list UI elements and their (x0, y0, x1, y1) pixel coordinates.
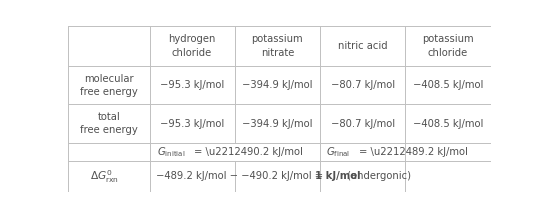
Text: $G_{\rm final}$: $G_{\rm final}$ (326, 145, 350, 159)
Text: −489.2 kJ/mol − −490.2 kJ/mol =: −489.2 kJ/mol − −490.2 kJ/mol = (156, 172, 326, 181)
Text: molecular
free energy: molecular free energy (80, 74, 138, 97)
Text: −80.7 kJ/mol: −80.7 kJ/mol (331, 80, 395, 90)
Text: hydrogen
chloride: hydrogen chloride (168, 34, 216, 57)
Text: = \u2212489.2 kJ/mol: = \u2212489.2 kJ/mol (359, 147, 468, 157)
Text: −95.3 kJ/mol: −95.3 kJ/mol (160, 119, 224, 129)
Text: −408.5 kJ/mol: −408.5 kJ/mol (413, 119, 483, 129)
Text: 1 kJ/mol: 1 kJ/mol (314, 172, 360, 181)
Text: total
free energy: total free energy (80, 112, 138, 135)
Text: (endergonic): (endergonic) (344, 172, 411, 181)
Text: −95.3 kJ/mol: −95.3 kJ/mol (160, 80, 224, 90)
Text: −394.9 kJ/mol: −394.9 kJ/mol (242, 119, 313, 129)
Text: = \u2212490.2 kJ/mol: = \u2212490.2 kJ/mol (193, 147, 302, 157)
Text: potassium
nitrate: potassium nitrate (252, 34, 303, 57)
Text: potassium
chloride: potassium chloride (422, 34, 474, 57)
Text: nitric acid: nitric acid (338, 41, 387, 51)
Text: $G_{\rm initial}$: $G_{\rm initial}$ (158, 145, 186, 159)
Text: $\Delta G^0_{\rm rxn}$: $\Delta G^0_{\rm rxn}$ (90, 168, 119, 185)
Text: −394.9 kJ/mol: −394.9 kJ/mol (242, 80, 313, 90)
Text: −408.5 kJ/mol: −408.5 kJ/mol (413, 80, 483, 90)
Text: −80.7 kJ/mol: −80.7 kJ/mol (331, 119, 395, 129)
